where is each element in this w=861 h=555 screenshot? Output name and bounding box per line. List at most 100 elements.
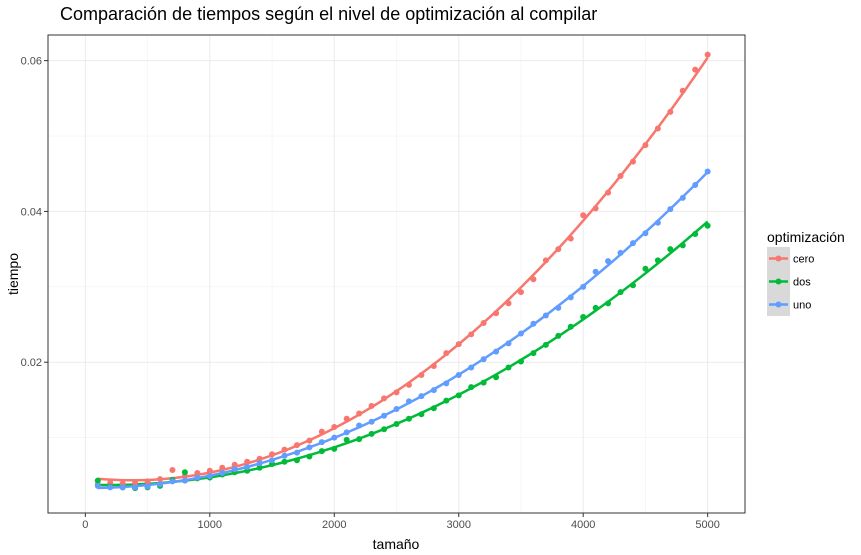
data-point-uno [530, 320, 537, 327]
data-point-cero [194, 470, 201, 477]
legend-label-dos: dos [793, 277, 811, 289]
x-axis-title: tamaño [373, 536, 420, 552]
data-point-dos [318, 448, 325, 455]
data-point-dos [580, 313, 587, 320]
data-point-uno [306, 444, 313, 451]
data-point-cero [480, 320, 487, 327]
data-point-dos [306, 453, 313, 460]
data-point-dos [567, 323, 574, 330]
data-point-cero [493, 310, 500, 317]
data-point-cero [530, 276, 537, 283]
x-axis: 0 1000 2000 3000 4000 5000 [82, 513, 720, 531]
data-point-cero [679, 87, 686, 94]
y-axis-title: tiempo [5, 253, 21, 295]
data-point-uno [592, 268, 599, 275]
data-point-uno [119, 484, 126, 491]
data-point-cero [144, 478, 151, 485]
data-point-uno [157, 481, 164, 488]
data-point-cero [455, 341, 462, 348]
y-tick-label: 0.06 [21, 56, 42, 68]
data-point-uno [493, 348, 500, 355]
data-point-cero [418, 372, 425, 379]
data-point-uno [269, 457, 276, 464]
data-point-cero [567, 235, 574, 242]
data-point-uno [430, 387, 437, 394]
data-point-uno [393, 405, 400, 412]
data-point-dos [480, 379, 487, 386]
data-point-uno [132, 484, 139, 491]
data-point-cero [617, 172, 624, 179]
data-point-dos [181, 469, 188, 476]
data-point-uno [181, 477, 188, 484]
data-point-cero [157, 476, 164, 483]
data-point-dos [94, 477, 101, 484]
data-point-uno [169, 478, 176, 485]
data-point-cero [605, 189, 612, 196]
x-tick-label: 4000 [571, 519, 595, 531]
data-point-uno [343, 429, 350, 436]
data-point-dos [256, 464, 263, 471]
data-point-cero [219, 464, 226, 471]
data-point-uno [331, 434, 338, 441]
data-point-cero [318, 428, 325, 435]
data-point-cero [430, 362, 437, 369]
data-point-uno [368, 418, 375, 425]
data-point-uno [318, 439, 325, 446]
data-point-dos [592, 304, 599, 311]
data-point-dos [418, 411, 425, 418]
data-point-uno [356, 422, 363, 429]
data-point-dos [343, 436, 350, 443]
data-point-dos [704, 222, 711, 229]
data-point-cero [654, 125, 661, 132]
data-point-dos [679, 242, 686, 249]
data-point-cero [393, 389, 400, 396]
data-point-dos [517, 358, 524, 365]
data-point-uno [480, 356, 487, 363]
data-point-dos [468, 384, 475, 391]
data-point-cero [231, 461, 238, 468]
data-point-cero [356, 410, 363, 417]
data-point-uno [206, 473, 213, 480]
data-point-cero [704, 51, 711, 58]
data-point-uno [107, 484, 114, 491]
panel-border [47, 34, 746, 514]
data-point-cero [555, 246, 562, 253]
major-gridlines [48, 35, 745, 513]
y-tick-label: 0.02 [21, 357, 42, 369]
x-tick-label: 0 [82, 519, 88, 531]
x-tick-label: 5000 [695, 519, 719, 531]
data-point-uno [281, 452, 288, 459]
data-point-dos [393, 421, 400, 428]
data-point-uno [667, 206, 674, 213]
legend-title: optimización [767, 229, 845, 245]
data-point-dos [405, 415, 412, 422]
data-point-dos [654, 257, 661, 264]
data-point-uno [94, 482, 101, 489]
data-point-dos [617, 289, 624, 296]
data-point-uno [418, 393, 425, 400]
data-point-uno [443, 380, 450, 387]
data-point-cero [206, 467, 213, 474]
y-tick-label: 0.04 [21, 206, 42, 218]
legend-key-point-cero [775, 255, 782, 262]
data-point-dos [692, 231, 699, 238]
data-point-cero [517, 289, 524, 296]
data-point-dos [293, 457, 300, 464]
data-point-cero [405, 381, 412, 388]
data-point-uno [194, 474, 201, 481]
data-point-cero [692, 66, 699, 73]
data-point-uno [244, 464, 251, 471]
data-point-uno [505, 340, 512, 347]
data-point-uno [555, 304, 562, 311]
data-point-uno [580, 283, 587, 290]
legend-key-point-uno [775, 301, 782, 308]
data-point-cero [443, 350, 450, 357]
data-point-uno [256, 460, 263, 467]
data-point-cero [169, 467, 176, 474]
data-point-dos [667, 246, 674, 253]
data-point-uno [381, 412, 388, 419]
data-point-cero [592, 205, 599, 212]
data-point-cero [505, 300, 512, 307]
data-point-uno [542, 312, 549, 319]
data-point-uno [517, 330, 524, 337]
